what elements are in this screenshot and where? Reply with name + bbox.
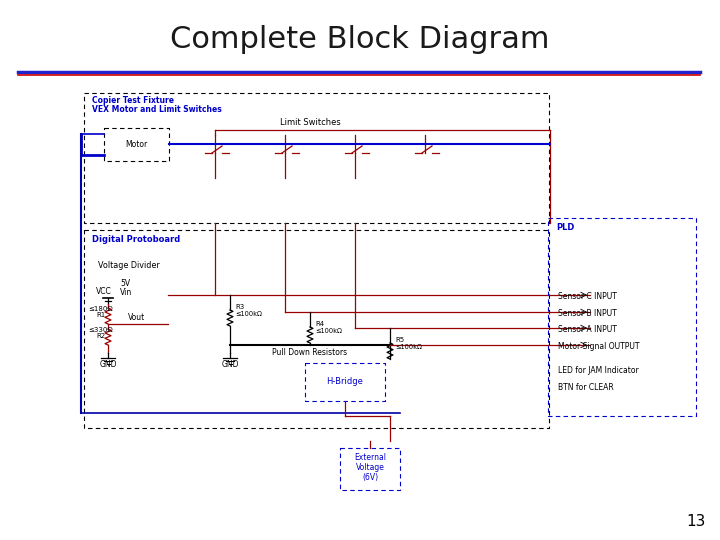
Text: Sensor C INPUT: Sensor C INPUT bbox=[558, 292, 617, 301]
Text: ≤100kΩ: ≤100kΩ bbox=[235, 311, 262, 317]
Text: Sensor A INPUT: Sensor A INPUT bbox=[558, 325, 617, 334]
Text: H-Bridge: H-Bridge bbox=[327, 377, 364, 387]
Text: (6V): (6V) bbox=[362, 473, 378, 482]
Text: ≤100kΩ: ≤100kΩ bbox=[315, 328, 342, 334]
Text: LED for JAM Indicator: LED for JAM Indicator bbox=[558, 366, 639, 375]
Text: ≤180Ω: ≤180Ω bbox=[88, 306, 113, 312]
Text: 13: 13 bbox=[687, 514, 706, 529]
Text: Limit Switches: Limit Switches bbox=[279, 118, 341, 127]
Text: Vout: Vout bbox=[128, 313, 145, 322]
Text: PLD: PLD bbox=[556, 223, 575, 232]
Text: Voltage: Voltage bbox=[356, 463, 384, 472]
Text: R4: R4 bbox=[315, 321, 324, 327]
Text: Vin: Vin bbox=[120, 288, 132, 297]
Text: R1: R1 bbox=[96, 312, 105, 318]
Text: ≤100kΩ: ≤100kΩ bbox=[395, 344, 422, 350]
Text: BTN for CLEAR: BTN for CLEAR bbox=[558, 383, 613, 392]
Text: R2: R2 bbox=[96, 333, 105, 339]
Text: Motor Signal OUTPUT: Motor Signal OUTPUT bbox=[558, 342, 639, 351]
Text: GND: GND bbox=[222, 360, 240, 369]
Text: External: External bbox=[354, 453, 386, 462]
Text: VCC: VCC bbox=[96, 287, 112, 296]
Text: Digital Protoboard: Digital Protoboard bbox=[92, 235, 180, 244]
Text: Complete Block Diagram: Complete Block Diagram bbox=[170, 25, 550, 55]
Text: Sensor B INPUT: Sensor B INPUT bbox=[558, 309, 617, 318]
Text: R5: R5 bbox=[395, 337, 404, 343]
Text: GND: GND bbox=[100, 360, 117, 369]
Text: 5V: 5V bbox=[120, 279, 130, 288]
Text: ≤330Ω: ≤330Ω bbox=[88, 327, 113, 333]
Text: VEX Motor and Limit Switches: VEX Motor and Limit Switches bbox=[92, 105, 222, 114]
Text: Motor: Motor bbox=[125, 140, 148, 149]
Text: Pull Down Resistors: Pull Down Resistors bbox=[272, 348, 348, 357]
Text: Voltage Divider: Voltage Divider bbox=[98, 261, 160, 270]
Text: R3: R3 bbox=[235, 304, 244, 310]
Text: Copier Test Fixture: Copier Test Fixture bbox=[92, 96, 174, 105]
